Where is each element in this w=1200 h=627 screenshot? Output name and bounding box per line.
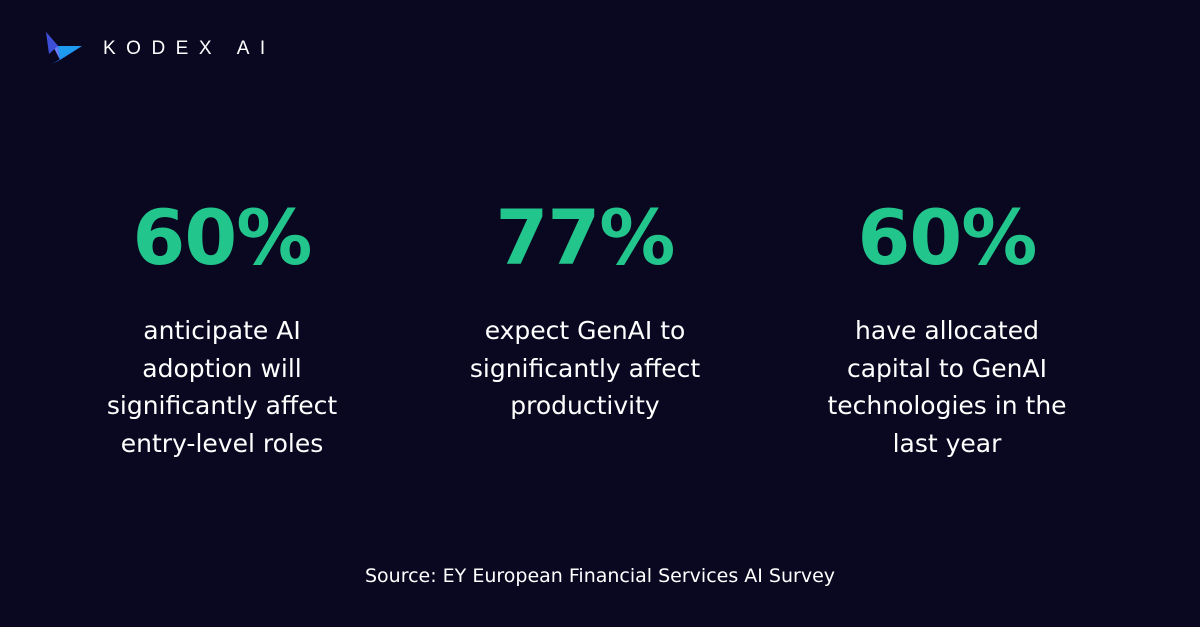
stat-card-1: 60% anticipate AI adoption will signific… xyxy=(62,192,382,462)
stat-caption: have allocated capital to GenAI technolo… xyxy=(827,316,1067,458)
source-note: Source: EY European Financial Services A… xyxy=(364,565,836,587)
stat-card-3: 60% have allocated capital to GenAI tech… xyxy=(787,192,1107,462)
brand-logo: KODEX AI xyxy=(46,32,276,64)
stat-value: 77% xyxy=(495,193,676,282)
stat-caption: expect GenAI to significantly affect pro… xyxy=(469,316,701,420)
brand-wordmark: KODEX AI xyxy=(103,37,276,59)
stat-card-2: 77% expect GenAI to significantly affect… xyxy=(425,192,745,425)
stat-caption: anticipate AI adoption will significantl… xyxy=(106,316,338,458)
bird-logo-icon xyxy=(46,32,82,64)
stat-value: 60% xyxy=(132,193,313,282)
stat-value: 60% xyxy=(857,193,1038,282)
